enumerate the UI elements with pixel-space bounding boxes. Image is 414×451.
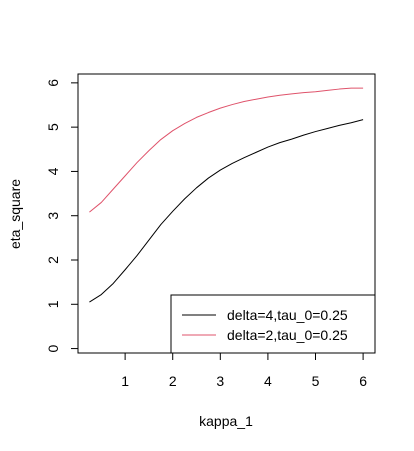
- y-tick-label: 0: [45, 344, 61, 352]
- x-tick-label: 5: [312, 373, 320, 389]
- x-tick-label: 2: [169, 373, 177, 389]
- y-axis: 0 1 2 3 4 5 6: [45, 79, 79, 352]
- y-tick-label: 4: [45, 167, 61, 175]
- series-layer: [89, 87, 364, 303]
- x-axis-title: kappa_1: [199, 413, 253, 429]
- y-tick-label: 2: [45, 256, 61, 264]
- legend-label-delta4: delta=4,tau_0=0.25: [227, 307, 348, 323]
- y-tick-label: 3: [45, 212, 61, 220]
- y-tick-label: 1: [45, 300, 61, 308]
- series-line-delta4: [89, 119, 364, 303]
- x-tick-label: 6: [359, 373, 367, 389]
- y-tick-label: 6: [45, 79, 61, 87]
- x-tick-label: 4: [264, 373, 272, 389]
- legend: delta=4,tau_0=0.25 delta=2,tau_0=0.25: [170, 294, 376, 354]
- series-line-delta2: [89, 87, 364, 213]
- x-tick-label: 3: [216, 373, 224, 389]
- x-axis: 1 2 3 4 5 6: [121, 352, 367, 389]
- legend-box: [170, 294, 376, 354]
- legend-label-delta2: delta=2,tau_0=0.25: [227, 327, 348, 343]
- y-axis-title: eta_square: [7, 179, 23, 249]
- y-tick-label: 5: [45, 123, 61, 131]
- x-tick-label: 1: [121, 373, 129, 389]
